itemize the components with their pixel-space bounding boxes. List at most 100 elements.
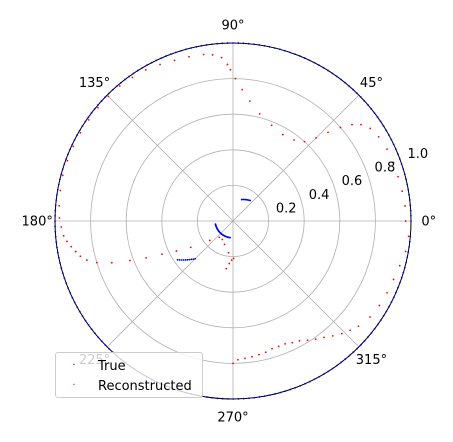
point-reconstructed <box>244 357 246 360</box>
point-true <box>400 163 403 165</box>
point-reconstructed <box>110 261 113 264</box>
point-true <box>56 251 59 254</box>
point-reconstructed <box>369 316 371 318</box>
theta-grid-line <box>106 220 234 348</box>
point-true <box>382 125 385 127</box>
point-true <box>397 286 399 289</box>
point-true <box>200 44 203 47</box>
point-true <box>67 287 70 289</box>
point-true <box>229 236 231 239</box>
point-true <box>373 112 376 114</box>
point-true <box>136 69 139 72</box>
point-true <box>97 336 100 339</box>
point-true <box>370 107 373 110</box>
axis-labels: 0°45°90°135°180°225°270°315°0.20.40.60.8… <box>22 19 437 426</box>
point-true <box>335 75 338 78</box>
point-reconstructed <box>131 76 134 79</box>
point-true <box>402 271 405 274</box>
point-true <box>313 378 316 381</box>
point-true <box>370 332 373 334</box>
point-true <box>397 153 399 155</box>
point-true <box>81 125 84 127</box>
theta-tick-label: 180° <box>22 215 53 230</box>
point-true <box>180 259 183 261</box>
point-true <box>150 61 153 64</box>
point-true <box>237 398 240 400</box>
point-true <box>170 53 172 56</box>
point-true <box>409 204 412 207</box>
point-reconstructed <box>401 190 404 193</box>
point-reconstructed <box>357 325 360 328</box>
point-true <box>111 88 114 91</box>
point-true <box>57 256 60 259</box>
point-true <box>69 148 71 151</box>
point-true <box>59 178 61 181</box>
point-true <box>390 138 393 141</box>
point-reconstructed <box>377 136 380 138</box>
point-reconstructed <box>392 278 395 281</box>
point-true <box>258 396 261 398</box>
point-true <box>274 393 276 395</box>
point-true <box>388 305 390 308</box>
point-true <box>327 370 330 373</box>
point-true <box>54 236 57 238</box>
point-true <box>403 266 406 269</box>
point-true <box>298 55 301 57</box>
point-true <box>403 173 406 175</box>
point-true <box>249 199 252 202</box>
point-reconstructed <box>211 54 214 56</box>
point-reconstructed <box>232 362 234 365</box>
point-true <box>318 375 321 378</box>
point-true <box>54 225 56 228</box>
point-true <box>90 328 93 331</box>
point-true <box>268 394 271 397</box>
point-reconstructed <box>58 204 61 207</box>
point-reconstructed <box>145 256 148 259</box>
point-true <box>352 351 355 354</box>
point-true <box>54 209 57 212</box>
point-true <box>100 340 103 343</box>
point-true <box>331 72 334 75</box>
point-reconstructed <box>225 267 228 270</box>
point-reconstructed <box>175 250 178 252</box>
point-reconstructed <box>315 137 317 139</box>
point-true <box>210 43 213 46</box>
point-true <box>376 323 379 326</box>
point-true <box>399 281 401 284</box>
point-true <box>344 358 347 360</box>
point-true <box>190 258 193 261</box>
point-true <box>402 168 405 170</box>
point-true <box>84 120 87 123</box>
point-reconstructed <box>340 332 343 335</box>
point-true <box>97 103 99 106</box>
point-true <box>322 66 325 69</box>
r-tick-label: 0.4 <box>309 188 330 203</box>
theta-tick-label: 45° <box>360 76 383 91</box>
point-true <box>119 81 122 84</box>
point-true <box>221 42 224 45</box>
point-true <box>299 384 302 387</box>
point-reconstructed <box>293 139 295 141</box>
point-true <box>56 246 58 249</box>
point-true <box>78 129 81 132</box>
point-true <box>73 301 76 304</box>
point-reconstructed <box>226 63 229 66</box>
point-true <box>211 396 214 399</box>
point-reconstructed <box>369 127 372 130</box>
point-true <box>221 397 224 400</box>
point-reconstructed <box>79 255 82 258</box>
point-reconstructed <box>74 250 77 253</box>
point-true <box>190 47 193 49</box>
point-reconstructed <box>236 358 239 361</box>
point-reconstructed <box>59 189 62 192</box>
point-true <box>385 310 388 313</box>
point-true <box>67 153 69 156</box>
point-reconstructed <box>95 261 98 264</box>
point-true <box>180 49 182 52</box>
point-true <box>379 319 382 322</box>
point-true <box>247 42 250 45</box>
point-true <box>409 235 412 238</box>
point-true <box>408 246 410 248</box>
point-true <box>184 259 187 261</box>
